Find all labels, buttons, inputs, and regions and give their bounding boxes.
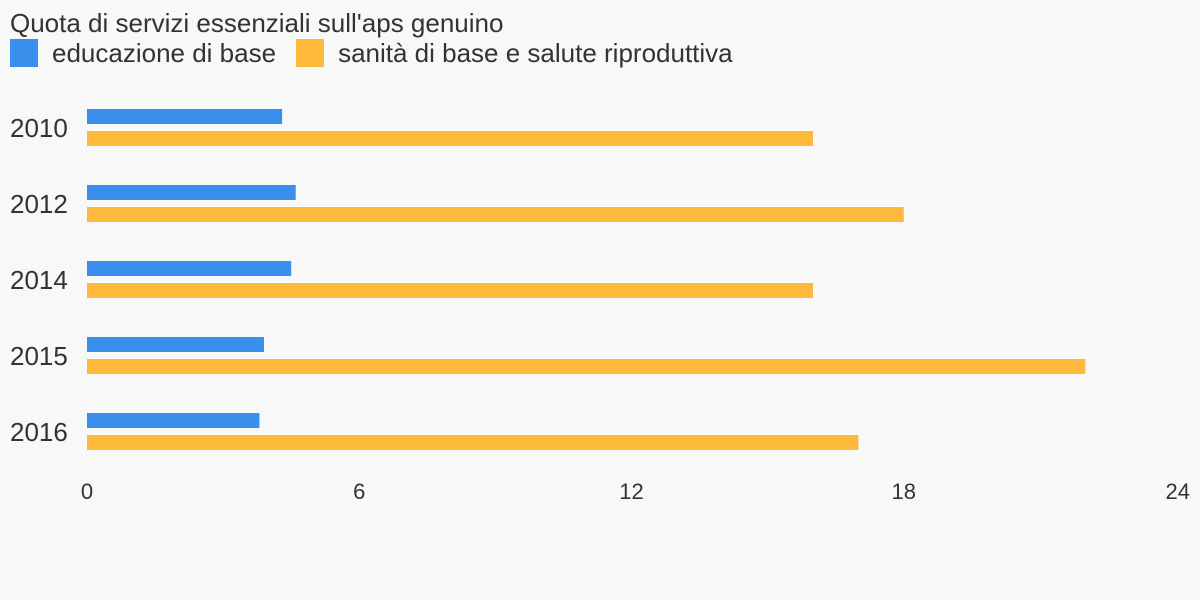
x-tick-label-12: 12 <box>619 479 643 504</box>
legend-label-sanita: sanità di base e salute riproduttiva <box>338 38 733 68</box>
bar-educazione-2010[interactable] <box>87 109 283 124</box>
bar-sanita-2010[interactable] <box>87 131 813 146</box>
category-label-2014: 2014 <box>10 265 68 295</box>
bar-sanita-2012[interactable] <box>87 207 904 222</box>
bar-educazione-2016[interactable] <box>87 413 260 428</box>
category-label-2010: 2010 <box>10 113 68 143</box>
legend: educazione di base sanità di base e salu… <box>10 38 753 68</box>
bar-educazione-2012[interactable] <box>87 185 296 200</box>
x-tick-label-18: 18 <box>892 479 916 504</box>
bar-educazione-2015[interactable] <box>87 337 264 352</box>
bar-sanita-2016[interactable] <box>87 435 859 450</box>
legend-label-educazione: educazione di base <box>52 38 277 68</box>
bar-sanita-2014[interactable] <box>87 283 813 298</box>
x-tick-label-24: 24 <box>1166 479 1190 504</box>
category-label-2015: 2015 <box>10 341 68 371</box>
x-tick-label-0: 0 <box>81 479 93 504</box>
legend-swatch-educazione <box>10 39 38 67</box>
bar-educazione-2014[interactable] <box>87 261 292 276</box>
category-label-2012: 2012 <box>10 189 68 219</box>
bar-sanita-2015[interactable] <box>87 359 1086 374</box>
category-label-2016: 2016 <box>10 417 68 447</box>
chart-title: Quota di servizi essenziali sull'aps gen… <box>10 8 504 38</box>
legend-item-educazione[interactable]: educazione di base <box>10 38 276 68</box>
x-tick-label-6: 6 <box>353 479 365 504</box>
legend-swatch-sanita <box>296 39 325 67</box>
legend-item-sanita[interactable]: sanità di base e salute riproduttiva <box>296 38 733 68</box>
